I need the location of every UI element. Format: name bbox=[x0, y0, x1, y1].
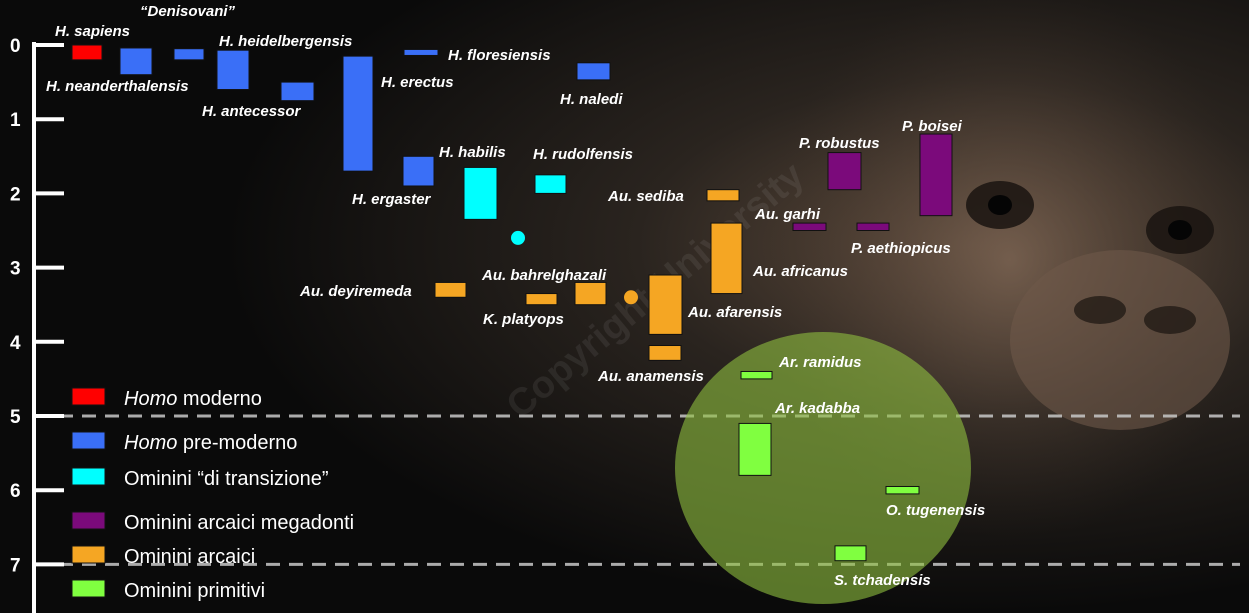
bar-h-antecessor bbox=[280, 81, 315, 102]
y-tick-label-0: 0 bbox=[10, 36, 21, 57]
label-h-naledi: H. naledi bbox=[560, 91, 623, 108]
primitive-hominins-highlight-circle bbox=[675, 332, 971, 604]
bar-h-habilis bbox=[463, 166, 498, 220]
bar-p-aethiopicus bbox=[856, 222, 890, 232]
bar-au-deyiremeda bbox=[434, 281, 467, 298]
y-tick-label-6: 6 bbox=[10, 481, 21, 502]
label-h-habilis: H. habilis bbox=[439, 144, 506, 161]
bar-k-platyops bbox=[525, 293, 558, 306]
reference-lines bbox=[36, 414, 1240, 566]
label-k-platyops: K. platyops bbox=[483, 311, 564, 328]
bar-au-africanus bbox=[710, 222, 743, 295]
point-arcaici-21 bbox=[624, 290, 638, 305]
y-tick-label-3: 3 bbox=[10, 259, 21, 280]
y-tick-label-1: 1 bbox=[10, 110, 21, 131]
label-au-africanus: Au. africanus bbox=[752, 263, 848, 280]
bar-h-sapiens bbox=[71, 44, 103, 61]
legend-swatch-primitivi bbox=[71, 579, 106, 598]
bar-ar-ramidus bbox=[740, 370, 773, 380]
point-transizione-11 bbox=[511, 230, 525, 245]
y-tick-label-4: 4 bbox=[10, 333, 21, 354]
bar-p-boisei bbox=[919, 133, 953, 217]
bar-h-neanderthalensis bbox=[119, 47, 153, 76]
bar-h-floresiensis bbox=[403, 48, 439, 56]
label-au-afarensis: Au. afarensis bbox=[687, 304, 782, 321]
label-au-anamensis: Au. anamensis bbox=[597, 368, 704, 385]
label-denisovani: “Denisovani” bbox=[140, 3, 236, 20]
bar-h-erectus bbox=[342, 55, 374, 172]
label-h-sapiens: H. sapiens bbox=[55, 23, 130, 40]
legend-swatch-transizione bbox=[71, 467, 106, 486]
label-p-aethiopicus: P. aethiopicus bbox=[851, 240, 951, 257]
bar-h-naledi bbox=[576, 62, 611, 81]
label-h-floresiensis: H. floresiensis bbox=[448, 47, 551, 64]
label-p-boisei: P. boisei bbox=[902, 118, 963, 135]
label-h-neanderthalensis: H. neanderthalensis bbox=[46, 78, 189, 95]
label-ar-ramidus: Ar. ramidus bbox=[778, 354, 862, 371]
legend-label-megadonti: Ominini arcaici megadonti bbox=[124, 512, 354, 534]
label-au-bahrelghazali: Au. bahrelghazali bbox=[481, 267, 607, 284]
bar-p-robustus bbox=[827, 152, 862, 191]
label-h-ergaster: H. ergaster bbox=[352, 191, 432, 208]
legend-swatch-arcaici bbox=[71, 545, 106, 564]
label-au-garhi: Au. garhi bbox=[754, 206, 821, 223]
legend-label-transizione: Ominini “di transizione” bbox=[124, 468, 329, 490]
label-o-tugenensis: O. tugenensis bbox=[886, 502, 985, 519]
bar-h-heidelbergensis bbox=[216, 49, 250, 91]
y-tick-label-7: 7 bbox=[10, 555, 21, 576]
label-au-sediba: Au. sediba bbox=[607, 188, 684, 205]
y-tick-label-5: 5 bbox=[10, 407, 21, 428]
label-au-deyiremeda: Au. deyiremeda bbox=[299, 283, 412, 300]
label-h-heidelbergensis: H. heidelbergensis bbox=[219, 33, 352, 50]
label-ar-kadabba: Ar. kadabba bbox=[774, 400, 860, 417]
bar-denisovani bbox=[173, 48, 205, 61]
y-tick-label-2: 2 bbox=[10, 184, 21, 205]
label-s-tchadensis: S. tchadensis bbox=[834, 572, 931, 589]
bar-ar-kadabba bbox=[738, 422, 772, 476]
label-h-rudolfensis: H. rudolfensis bbox=[533, 146, 633, 163]
bar-h-ergaster bbox=[402, 155, 435, 187]
y-axis: 0 1 2 3 4 5 6 7 bbox=[10, 36, 64, 613]
bar-au-anamensis bbox=[648, 345, 682, 361]
bar-au-bahrelghazali bbox=[574, 281, 607, 306]
bar-au-afarensis bbox=[648, 274, 683, 335]
bar-au-garhi bbox=[792, 222, 827, 232]
legend-swatch-megadonti bbox=[71, 511, 106, 530]
bar-s-tchadensis bbox=[834, 545, 867, 562]
bar-au-sediba bbox=[706, 189, 740, 202]
legend-swatch-homo-moderno bbox=[71, 387, 106, 406]
legend-label-homo-moderno: Homo moderno bbox=[124, 388, 262, 410]
legend-label-homo-pre-moderno: Homo pre-moderno bbox=[124, 432, 297, 454]
bar-o-tugenensis bbox=[885, 485, 920, 495]
label-h-antecessor: H. antecessor bbox=[202, 103, 302, 120]
label-h-erectus: H. erectus bbox=[381, 74, 454, 91]
legend-swatch-homo-pre-moderno bbox=[71, 431, 106, 450]
bar-h-rudolfensis bbox=[534, 174, 567, 194]
label-p-robustus: P. robustus bbox=[799, 135, 880, 152]
legend-label-arcaici: Ominini arcaici bbox=[124, 546, 255, 568]
legend-label-primitivi: Ominini primitivi bbox=[124, 580, 265, 602]
taxa-ranges: H. sapiens H. neanderthalensis “Denisovani… bbox=[46, 3, 985, 589]
legend: Homo moderno Homo pre-moderno Ominini “di … bbox=[71, 387, 354, 602]
